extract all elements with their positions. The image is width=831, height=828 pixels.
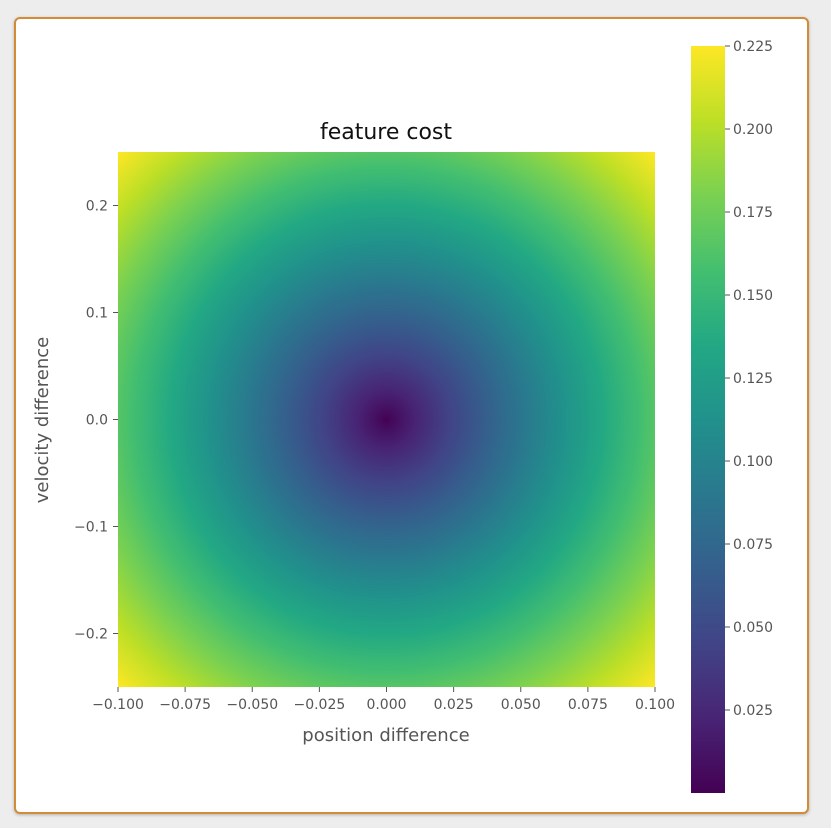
y-tick-label: 0.1 [86, 306, 108, 322]
x-tick-label: 0.075 [568, 697, 608, 713]
colorbar-tick-label: 0.100 [733, 454, 773, 470]
y-tick-label: −0.2 [74, 627, 108, 643]
colorbar-tick-label: 0.150 [733, 288, 773, 304]
colorbar-tick-label: 0.025 [733, 703, 773, 719]
colorbar-tick-label: 0.075 [733, 537, 773, 553]
x-tick-label: −0.100 [92, 697, 144, 713]
colorbar-tick-label: 0.225 [733, 39, 773, 55]
x-axis: −0.100 −0.075 −0.050 −0.025 0.000 0.025 0.050 0… [92, 687, 675, 713]
x-tick-label: 0.100 [635, 697, 675, 713]
colorbar-tick-label: 0.050 [733, 620, 773, 636]
colorbar-tick-label: 0.175 [733, 205, 773, 221]
x-tick-label: 0.025 [434, 697, 474, 713]
y-tick-label: 0.2 [86, 199, 108, 215]
colorbar-axis: 0.225 0.200 0.175 0.150 0.125 0.100 0.075 0.050… [725, 39, 773, 719]
chart-title: feature cost [320, 120, 452, 145]
y-axis: 0.2 0.1 0.0 −0.1 −0.2 [74, 199, 118, 643]
heatmap-plot-area [118, 152, 655, 687]
y-tick-label: −0.1 [74, 520, 108, 536]
x-axis-label: position difference [302, 725, 469, 746]
x-tick-label: −0.050 [226, 697, 278, 713]
colorbar-tick-label: 0.125 [733, 371, 773, 387]
y-tick-label: 0.0 [86, 413, 108, 429]
colorbar-tick-label: 0.200 [733, 122, 773, 138]
x-tick-label: −0.025 [293, 697, 345, 713]
x-tick-label: 0.050 [501, 697, 541, 713]
colorbar [691, 46, 725, 793]
x-tick-label: −0.075 [159, 697, 211, 713]
x-tick-label: 0.000 [366, 697, 406, 713]
y-axis-label: velocity difference [32, 337, 53, 503]
